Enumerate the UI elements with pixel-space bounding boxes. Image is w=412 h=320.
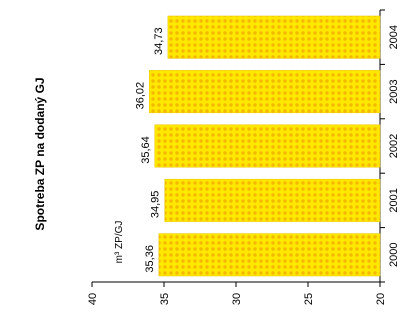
category-label: 2003 <box>388 79 400 103</box>
plot-area: 20 25 30 35 40 2000 2001 2002 2003 2004 35,36 34,… <box>87 9 400 305</box>
data-label-2001: 34,95 <box>150 191 162 219</box>
value-tick-label: 25 <box>303 293 315 305</box>
category-label: 2001 <box>388 188 400 212</box>
bar-2003 <box>149 70 381 114</box>
category-label: 2004 <box>388 25 400 49</box>
bar-2004 <box>167 15 381 59</box>
category-label: 2002 <box>388 134 400 158</box>
value-tick-label: 30 <box>231 293 243 305</box>
bar-2001 <box>164 178 381 222</box>
category-label: 2000 <box>388 243 400 267</box>
value-tick-label: 20 <box>375 293 387 305</box>
data-label-2000: 35,36 <box>144 245 156 273</box>
data-label-2004: 34,73 <box>153 27 165 55</box>
data-label-2002: 35,64 <box>140 136 152 164</box>
value-tick-label: 35 <box>159 293 171 305</box>
data-label-2003: 36,02 <box>134 82 146 110</box>
chart-title: Spotreba ZP na dodaný GJ <box>33 77 47 230</box>
unit-label: m³ ZP/GJ <box>114 221 125 264</box>
bar-2002 <box>154 124 381 168</box>
value-tick-label: 40 <box>87 293 99 305</box>
bar-2000 <box>158 233 381 277</box>
